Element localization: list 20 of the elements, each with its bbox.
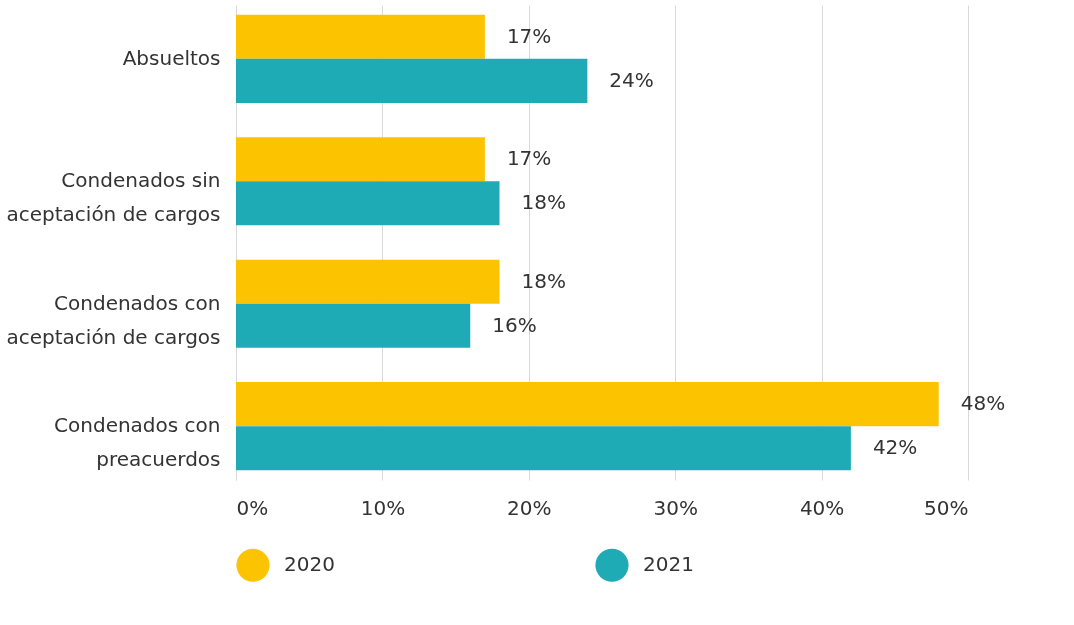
data-label: 16% [492, 312, 537, 337]
y-tick-label: Condenados con aceptación de cargos [6, 290, 221, 349]
data-label: 17% [506, 146, 552, 171]
x-tick-label: 20% [507, 495, 552, 520]
y-tick-label: Condenados con preacuerdos [54, 413, 221, 472]
x-tick-label: 10% [360, 495, 406, 520]
y-tick-label: Absueltos [122, 45, 221, 70]
x-tick-label: 40% [799, 495, 845, 520]
x-tick-label: 0% [236, 495, 269, 520]
x-tick-label: 30% [653, 495, 698, 520]
data-label: 42% [872, 435, 918, 460]
x-tick-label: 50% [924, 495, 969, 520]
data-label: 18% [521, 268, 566, 293]
legend-label: 2020 [284, 552, 335, 577]
data-label: 48% [960, 391, 1006, 416]
legend-label: 2021 [643, 552, 694, 577]
y-tick-label: Condenados sin aceptación de cargos [6, 168, 221, 227]
data-label: 17% [506, 23, 552, 48]
data-label: 24% [609, 67, 654, 92]
data-label: 18% [521, 190, 566, 215]
